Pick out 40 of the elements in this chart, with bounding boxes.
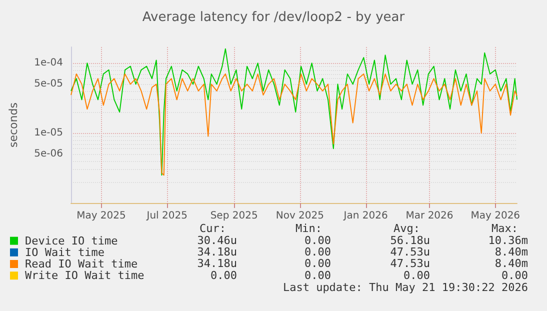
legend-label: Device IO time [25, 234, 118, 248]
legend-label: Read IO Wait time [25, 258, 138, 270]
y-axis-title: seconds [7, 102, 20, 148]
chart-title: Average latency for /dev/loop2 - by year [142, 10, 406, 25]
text: 0.00 [404, 268, 430, 282]
text: Min: [296, 222, 322, 235]
line-series [70, 73, 518, 176]
text: 34.18u [197, 246, 237, 259]
text: 10.36m [488, 234, 528, 247]
text: 0.00 [304, 234, 331, 247]
x-tick-label: May 2025 [76, 210, 126, 222]
text: 30.46u [197, 234, 237, 247]
y-tick-label: 1e-04 [34, 58, 63, 69]
x-tick-label: Mar 2026 [406, 210, 454, 222]
text: 47.53u [390, 246, 430, 259]
text: 8.40m [494, 246, 528, 259]
text: 8.40m [494, 257, 528, 270]
text: 34.18u [197, 257, 237, 270]
legend-label: IO Wait time [25, 246, 104, 259]
text: 0.00 [304, 246, 331, 259]
text: 0.00 [210, 268, 237, 282]
y-tick-label: 1e-05 [34, 128, 63, 139]
text: Last update: Thu May 21 19:30:22 2026 [282, 281, 528, 294]
legend-label: Write IO Wait time [25, 269, 144, 282]
text: Cur: [200, 222, 226, 235]
x-tick-label: Jul 2025 [146, 210, 188, 222]
text: 0.00 [304, 268, 331, 282]
text: Max: [492, 222, 518, 235]
x-tick-label: Jan 2026 [342, 210, 388, 222]
y-tick-label: 5e-05 [34, 78, 63, 90]
text: 47.53u [390, 257, 430, 270]
y-tick-label: 5e-06 [34, 148, 63, 160]
text: Avg: [394, 222, 420, 235]
x-tick-label: May 2026 [470, 210, 520, 222]
x-tick-label: Sep 2025 [210, 210, 258, 222]
text: 0.00 [502, 268, 528, 282]
text: 0.00 [304, 257, 331, 270]
line-series [70, 48, 518, 176]
text: 56.18u [390, 234, 430, 247]
x-tick-label: Nov 2025 [276, 210, 324, 222]
